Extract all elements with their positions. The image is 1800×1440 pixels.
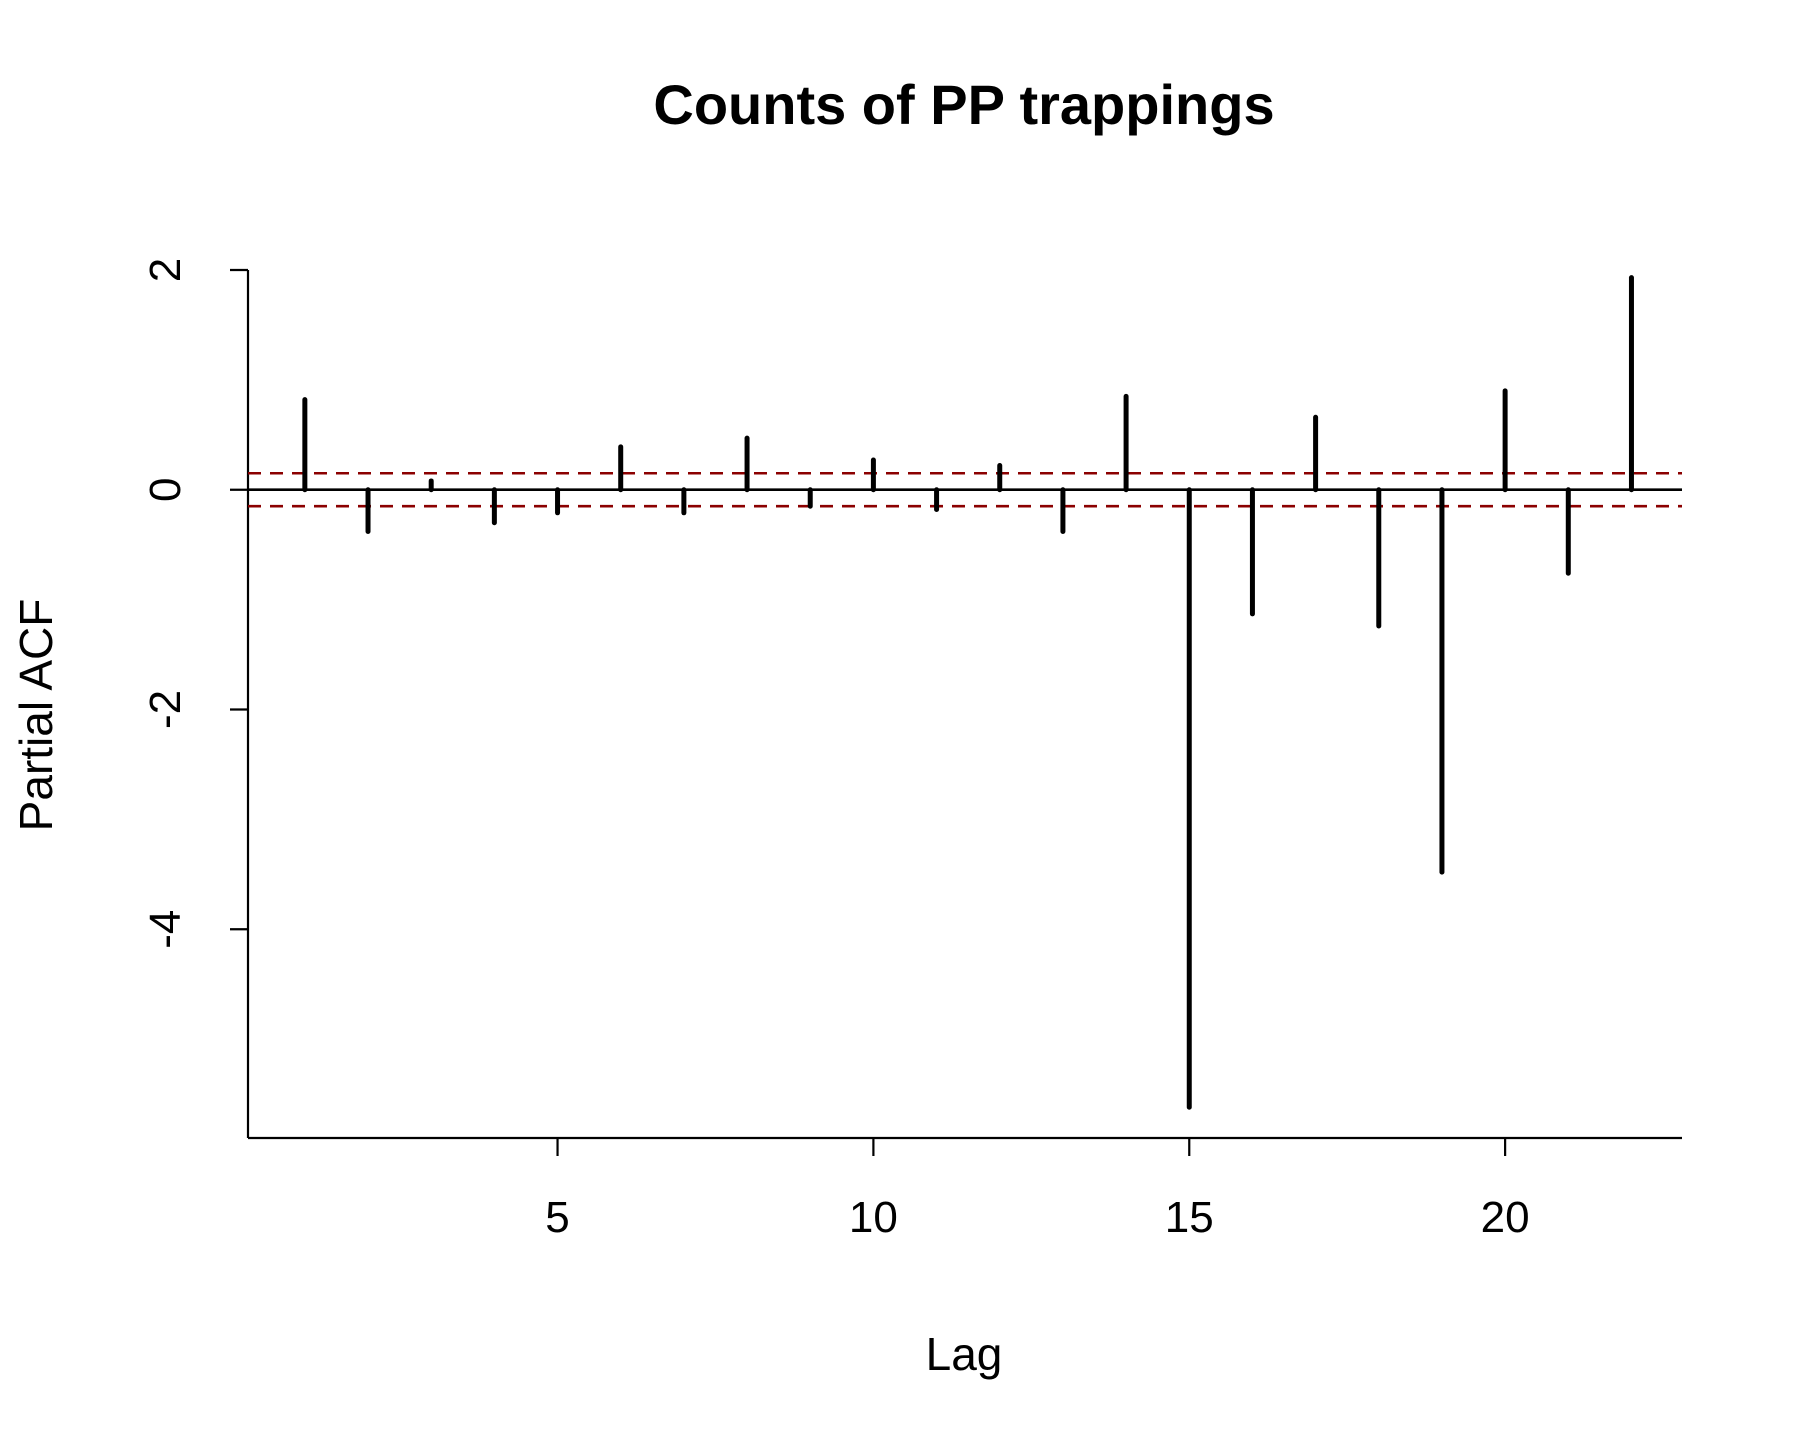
x-axis-label: Lag bbox=[926, 1328, 1003, 1380]
x-tick-label: 20 bbox=[1481, 1193, 1530, 1242]
y-tick-label: 0 bbox=[141, 477, 190, 501]
y-tick-label: -2 bbox=[141, 690, 190, 729]
x-tick-label: 10 bbox=[849, 1193, 898, 1242]
y-axis-label: Partial ACF bbox=[10, 599, 62, 832]
y-tick-label: -4 bbox=[141, 910, 190, 949]
x-tick-label: 5 bbox=[545, 1193, 569, 1242]
chart-title: Counts of PP trappings bbox=[653, 73, 1274, 136]
y-tick-label: 2 bbox=[141, 258, 190, 282]
plot-area: -4 -2 0 2 5 10 15 20 bbox=[141, 258, 1682, 1242]
x-tick-label: 15 bbox=[1165, 1193, 1214, 1242]
